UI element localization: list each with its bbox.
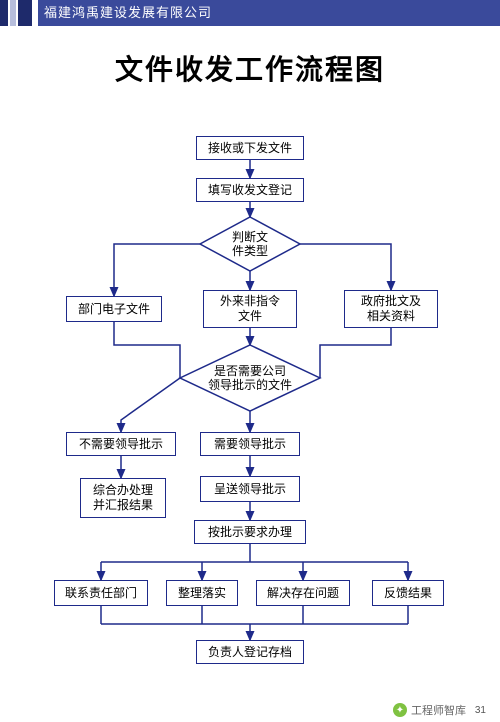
brand-label: 工程师智库 [411, 702, 466, 718]
flow-node-n_reg: 填写收发文登记 [196, 178, 304, 202]
header-accent [0, 0, 32, 26]
flow-node-n_ext: 外来非指令文件 [203, 290, 297, 328]
flowchart-canvas [0, 0, 500, 722]
flow-node-n_fb: 反馈结果 [372, 580, 444, 606]
flow-node-n_gov: 政府批文及相关资料 [344, 290, 438, 328]
flow-node-n_contact: 联系责任部门 [54, 580, 148, 606]
flow-node-n_no: 不需要领导批示 [66, 432, 176, 456]
flow-node-d_need: 是否需要公司领导批示的文件 [180, 345, 320, 411]
flow-node-n_office: 综合办处理并汇报结果 [80, 478, 166, 518]
flow-node-n_arch: 负责人登记存档 [196, 640, 304, 664]
flow-node-n_impl: 整理落实 [166, 580, 238, 606]
flow-node-n_recv: 接收或下发文件 [196, 136, 304, 160]
flow-node-n_solve: 解决存在问题 [256, 580, 350, 606]
header: 福建鸿禹建设发展有限公司 [0, 0, 500, 26]
company-name: 福建鸿禹建设发展有限公司 [38, 0, 500, 26]
flow-node-n_dept: 部门电子文件 [66, 296, 162, 322]
page-number: 31 [475, 705, 486, 716]
flow-node-d_type: 判断文件类型 [200, 217, 300, 271]
brand-icon: ✦ [393, 703, 407, 717]
page-title: 文件收发工作流程图 [0, 48, 500, 88]
flow-node-n_submit: 呈送领导批示 [200, 476, 300, 502]
footer-brand: ✦ 工程师智库 [393, 702, 466, 718]
flow-node-n_yes: 需要领导批示 [200, 432, 300, 456]
flow-node-n_do: 按批示要求办理 [194, 520, 306, 544]
